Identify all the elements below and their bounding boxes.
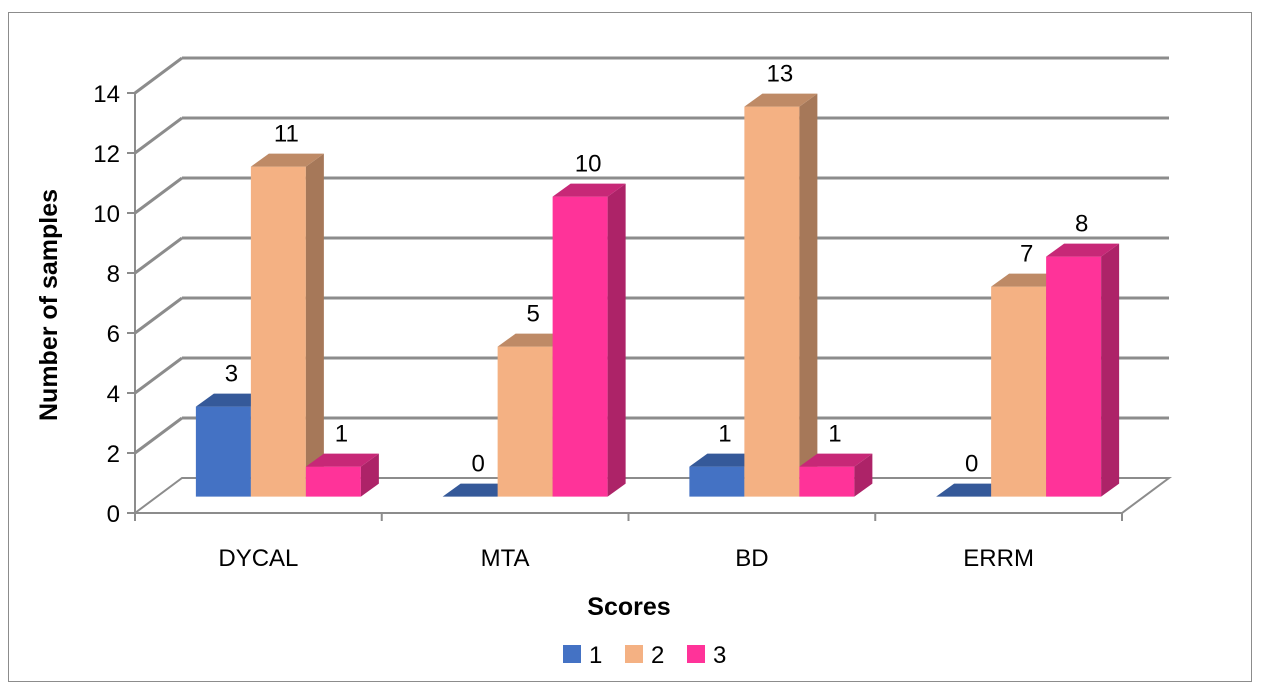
data-label: 10 <box>575 151 602 178</box>
bar-top <box>305 453 379 467</box>
bar-top <box>1046 243 1120 257</box>
bar <box>744 93 818 497</box>
data-label: 11 <box>274 121 299 148</box>
legend-item: 2 <box>625 642 664 669</box>
bar-top <box>552 183 626 197</box>
x-axis-title: Scores <box>587 593 670 621</box>
gridline-side <box>134 416 183 455</box>
y-tick-label: 2 <box>107 441 120 468</box>
bar <box>250 153 324 497</box>
chart-floor <box>131 477 1173 514</box>
x-axis: DYCAL MTA BD ERRM <box>134 513 1123 572</box>
x-tick-label: MTA <box>481 545 530 572</box>
bar-front <box>1046 256 1102 497</box>
bar-top <box>689 453 763 467</box>
x-tick-label: ERRM <box>963 545 1034 572</box>
data-label: 13 <box>767 61 794 88</box>
gridline-side <box>134 356 183 395</box>
y-tick-label: 14 <box>93 81 120 108</box>
bar-top <box>991 273 1065 287</box>
bar-side <box>854 453 873 497</box>
bar-top <box>744 93 818 107</box>
bar-front <box>195 406 251 497</box>
gridline-side <box>134 116 183 155</box>
legend-swatch <box>563 645 581 663</box>
bar-front <box>799 466 855 497</box>
legend-label: 3 <box>713 642 726 669</box>
legend-label: 2 <box>651 642 664 669</box>
x-tick-label: BD <box>735 545 768 572</box>
bar <box>552 183 626 497</box>
bar <box>936 483 1010 497</box>
bar-side <box>305 153 324 497</box>
y-tick-label: 6 <box>107 321 120 348</box>
legend-item: 3 <box>687 642 726 669</box>
y-axis-title: Number of samples <box>35 189 63 421</box>
legend-label: 1 <box>589 642 602 669</box>
gridline-side <box>134 236 183 275</box>
bar-front <box>305 466 361 497</box>
legend-swatch <box>625 645 643 663</box>
bar <box>1046 243 1120 497</box>
bar <box>799 453 873 497</box>
y-axis-ticks: 0 2 4 6 8 10 12 14 <box>93 81 135 528</box>
data-label: 1 <box>718 421 731 448</box>
bar-side <box>607 183 626 497</box>
data-label: 5 <box>526 301 539 328</box>
bar-front <box>991 286 1047 497</box>
x-tick-label: DYCAL <box>218 545 298 572</box>
bar-front <box>744 106 800 497</box>
y-tick-label: 8 <box>107 261 120 288</box>
data-label: 3 <box>225 361 238 388</box>
bar <box>305 453 379 497</box>
bar-top <box>250 153 324 167</box>
bar-side <box>799 93 818 497</box>
data-label: 1 <box>828 421 841 448</box>
bar <box>442 483 516 497</box>
data-label: 0 <box>471 451 484 478</box>
gridline-side <box>134 176 183 215</box>
y-tick-label: 0 <box>107 501 120 528</box>
y-tick-label: 12 <box>93 141 120 168</box>
chart-walls <box>131 93 1173 514</box>
bars <box>195 93 1120 497</box>
bar-front <box>552 196 608 497</box>
bar-top <box>799 453 873 467</box>
bar-front <box>689 466 745 497</box>
data-label: 8 <box>1075 211 1088 238</box>
bar-front <box>497 346 553 497</box>
data-label: 7 <box>1020 241 1033 268</box>
data-label: 1 <box>335 421 348 448</box>
y-tick-label: 10 <box>93 201 120 228</box>
bar-top <box>195 393 269 407</box>
bar-top <box>442 483 516 497</box>
legend-item: 1 <box>563 642 602 669</box>
bar-top <box>936 483 1010 497</box>
legend: 1 2 3 <box>563 642 726 669</box>
bar-top <box>497 333 571 347</box>
y-tick-label: 4 <box>107 381 120 408</box>
gridline-side <box>134 296 183 335</box>
bar-front <box>250 166 306 497</box>
data-label: 0 <box>965 451 978 478</box>
bar-side <box>360 453 379 497</box>
bar-side <box>1101 243 1120 497</box>
legend-swatch <box>687 645 705 663</box>
gridline-side <box>134 56 183 95</box>
